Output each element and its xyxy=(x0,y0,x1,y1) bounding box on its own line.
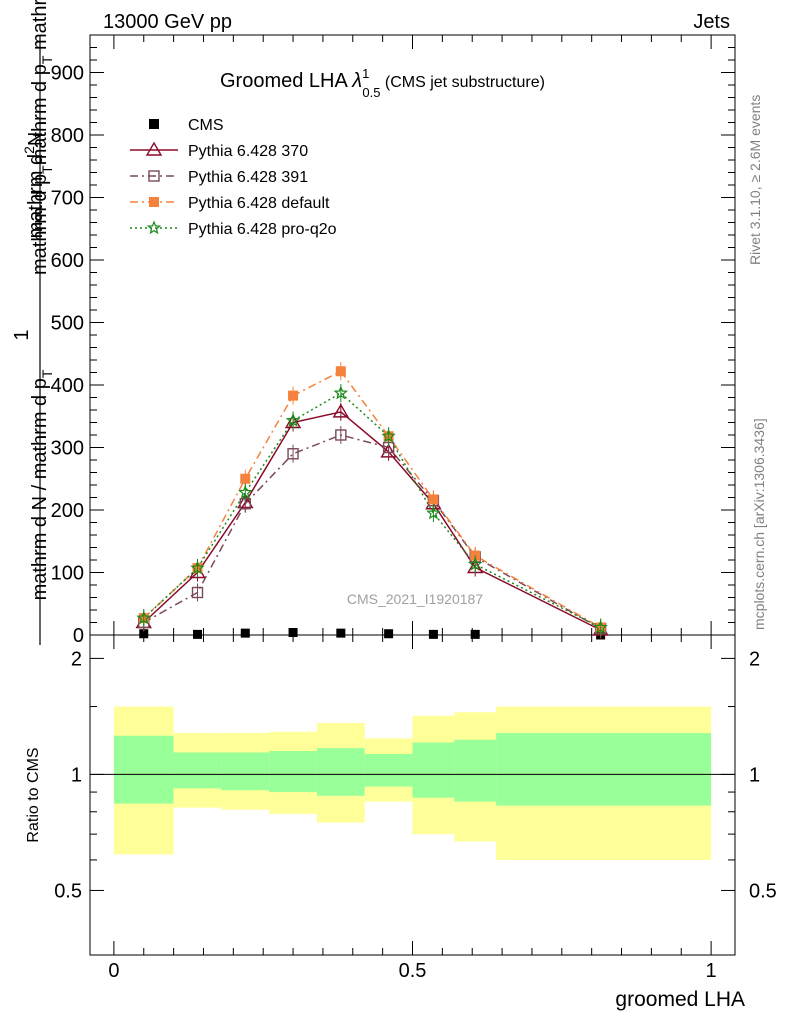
y-tick-label: 600 xyxy=(51,250,84,272)
analysis-watermark: CMS_2021_I1920187 xyxy=(347,591,483,607)
ratio-tick-label: 0.5 xyxy=(54,880,82,902)
data-point xyxy=(190,560,205,575)
data-point xyxy=(428,494,439,505)
ratio-tick-label: 1 xyxy=(71,764,82,786)
x-tick-label: 0 xyxy=(108,960,119,982)
legend-marker xyxy=(148,170,160,182)
y-tick-label: 400 xyxy=(51,375,84,397)
data-point xyxy=(288,628,298,637)
y-tick-label: 700 xyxy=(51,188,84,210)
y-tick-label: 200 xyxy=(51,500,84,522)
header-left: 13000 GeV pp xyxy=(103,11,232,33)
ratio-tick-label-right: 0.5 xyxy=(749,880,777,902)
data-point xyxy=(381,428,396,443)
y-axis-label: 1 mathrm d N / mathrm d pT xyxy=(11,35,55,645)
data-point xyxy=(333,385,349,400)
data-point xyxy=(336,628,346,638)
y-tick-label: 500 xyxy=(51,313,84,335)
y-tick-label: 300 xyxy=(51,438,84,460)
legend-label: Pythia 6.428 391 xyxy=(188,169,308,186)
legend-marker xyxy=(149,197,159,207)
ratio-band-inner xyxy=(412,742,455,798)
plot-title: Groomed LHA λ1 0.5 (CMS jet substructure) xyxy=(220,66,545,100)
data-point xyxy=(136,610,152,625)
data-point xyxy=(285,412,301,427)
ratio-band-inner xyxy=(496,733,712,806)
data-point xyxy=(287,448,299,460)
data-point xyxy=(193,629,202,639)
ratio-band-inner xyxy=(364,753,413,787)
ratio-bands xyxy=(113,706,712,860)
data-point xyxy=(332,403,350,418)
svg-text:mathrm d pTmathrm d pT mathrm: mathrm d pTmathrm d pT mathrm d lambda xyxy=(29,0,55,275)
main-panel-frame xyxy=(89,34,736,636)
legend: CMS Pythia 6.428 370 Pythia 6.428 391 Pythi… xyxy=(130,117,337,238)
legend-marker xyxy=(146,220,162,235)
legend-label: Pythia 6.428 370 xyxy=(188,143,308,160)
data-point xyxy=(426,505,441,520)
ratio-band-inner xyxy=(221,752,270,791)
data-point xyxy=(288,390,299,401)
x-tick-label: 0.5 xyxy=(399,960,427,982)
data-point xyxy=(240,473,251,484)
data-point xyxy=(428,629,438,639)
y-tick-label: 0 xyxy=(73,625,84,647)
data-point xyxy=(335,366,346,377)
ratio-tick-label: 2 xyxy=(71,648,82,670)
data-point xyxy=(384,629,394,639)
svg-text:mathrm d2N: mathrm d2N xyxy=(21,132,47,239)
legend-label: CMS xyxy=(188,117,224,134)
legend-label: Pythia 6.428 default xyxy=(188,195,330,212)
data-point xyxy=(238,484,253,499)
ratio-tick-label-right: 1 xyxy=(749,764,760,786)
data-point xyxy=(380,443,397,458)
data-point xyxy=(593,619,608,634)
ratio-y-label: Ratio to CMS xyxy=(25,747,42,842)
legend-label: Pythia 6.428 pro-q2o xyxy=(188,221,337,238)
svg-text:1: 1 xyxy=(11,329,33,340)
y-tick-label: 100 xyxy=(51,563,84,585)
data-point xyxy=(335,429,347,441)
x-tick-label: 1 xyxy=(706,960,717,982)
series-markers xyxy=(135,362,609,640)
data-point xyxy=(470,629,480,639)
y-axis-label-numerator: mathrm d2N xyxy=(21,132,47,239)
ratio-band-inner xyxy=(269,751,317,793)
rivet-label: Rivet 3.1.10, ≥ 2.6M events xyxy=(747,95,763,265)
data-point xyxy=(240,628,250,638)
header-right: Jets xyxy=(693,11,730,33)
series-line-3 xyxy=(143,370,601,629)
ratio-band-inner xyxy=(454,739,497,802)
data-point xyxy=(191,586,204,599)
ratio-band-inner xyxy=(173,752,222,789)
data-point xyxy=(467,556,483,571)
ratio-band-inner xyxy=(113,735,174,804)
data-point xyxy=(139,629,149,639)
ratio-tick-label-right: 2 xyxy=(749,648,760,670)
y-tick-label: 900 xyxy=(51,63,84,85)
legend-marker xyxy=(145,141,163,156)
y-axis-label-numerator-2: mathrm d pTmathrm d pT mathrm d lambda xyxy=(29,0,55,275)
y-tick-label: 800 xyxy=(51,125,84,147)
legend-marker xyxy=(149,119,159,129)
x-axis-label: groomed LHA xyxy=(615,988,745,1011)
mcplots-label: mcplots.cern.ch [arXiv:1306.3436] xyxy=(751,418,767,630)
series-line-4 xyxy=(143,392,601,629)
ratio-band-inner xyxy=(316,748,365,796)
